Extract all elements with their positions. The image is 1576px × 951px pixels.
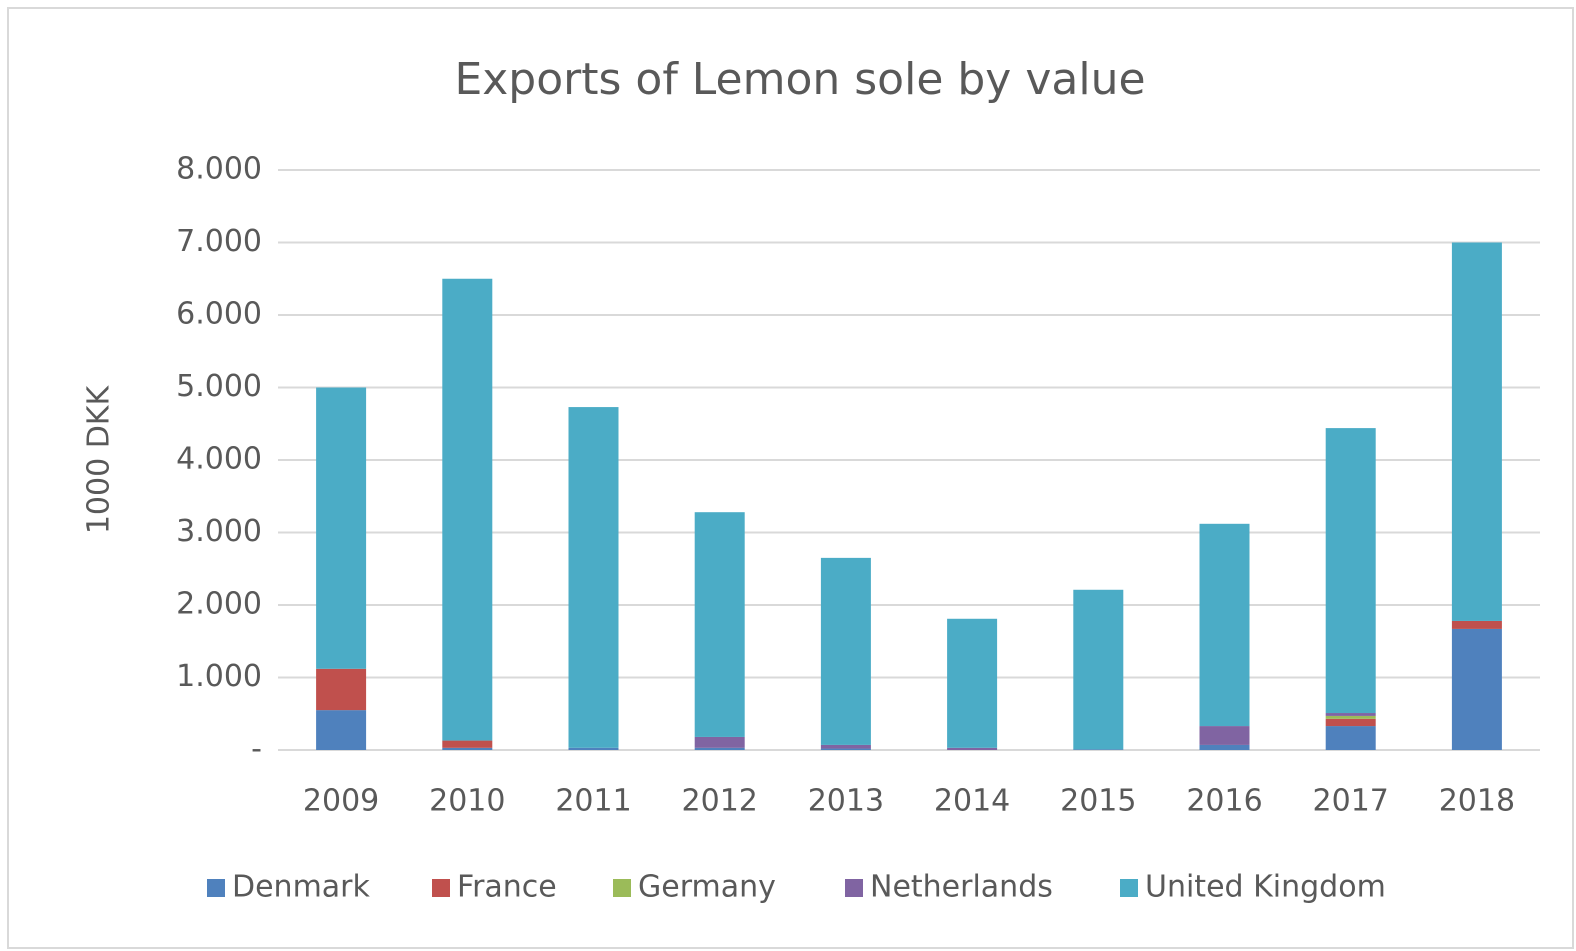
y-axis-label: 1000 DKK: [82, 385, 117, 535]
bar-segment: [316, 387, 367, 669]
bar-segment: [1073, 749, 1124, 750]
bar-segment: [820, 748, 871, 750]
bar-segment: [947, 618, 998, 748]
bar-segment: [1325, 726, 1376, 750]
bar-segment: [1199, 726, 1250, 745]
bar-segment: [568, 407, 619, 748]
x-tick-label: 2014: [934, 784, 1010, 819]
bar-segment: [1325, 428, 1376, 714]
legend-swatch: [845, 879, 863, 897]
x-tick-label: 2016: [1186, 784, 1262, 819]
x-tick-label: 2011: [555, 784, 631, 819]
bar-segment: [442, 278, 493, 741]
bar-segment: [694, 512, 745, 737]
y-tick-label: 3.000: [176, 514, 262, 549]
y-tick-label: 1.000: [176, 659, 262, 694]
bar-segment: [1199, 744, 1250, 750]
x-tick-label: 2009: [303, 784, 379, 819]
y-tick-label: 8.000: [176, 152, 262, 187]
y-tick-label: 7.000: [176, 224, 262, 259]
bar-segment: [316, 710, 367, 750]
legend-swatch: [207, 879, 225, 897]
y-tick-label: 5.000: [176, 369, 262, 404]
legend-swatch: [432, 879, 450, 897]
bar-segment: [820, 744, 871, 749]
bar-segment: [1199, 523, 1250, 727]
y-tick-label: -: [251, 732, 262, 767]
legend-swatch: [613, 879, 631, 897]
bar-segment: [1451, 620, 1502, 629]
bar-segment: [820, 557, 871, 745]
legend-label: Netherlands: [870, 870, 1053, 905]
x-tick-label: 2015: [1060, 784, 1136, 819]
bar-segment: [316, 668, 367, 711]
x-tick-label: 2017: [1313, 784, 1389, 819]
bar-segment: [1073, 589, 1124, 750]
legend-label: France: [457, 870, 557, 905]
bar-segment: [568, 747, 619, 750]
bar-segment: [1451, 628, 1502, 750]
x-tick-label: 2012: [682, 784, 758, 819]
y-tick-label: 6.000: [176, 297, 262, 332]
chart-frame: [7, 7, 1574, 949]
bar-segment: [947, 747, 998, 750]
legend-swatch: [1120, 879, 1138, 897]
x-tick-label: 2013: [808, 784, 884, 819]
bar-segment: [1325, 715, 1376, 719]
legend-label: Germany: [638, 870, 776, 905]
x-tick-label: 2018: [1439, 784, 1515, 819]
y-tick-label: 2.000: [176, 587, 262, 622]
x-tick-label: 2010: [429, 784, 505, 819]
y-tick-label: 4.000: [176, 442, 262, 477]
bar-segment: [694, 747, 745, 750]
bar-segment: [442, 740, 493, 748]
bar-segment: [1325, 718, 1376, 727]
bar-segment: [1451, 242, 1502, 621]
chart-title: Exports of Lemon sole by value: [454, 54, 1145, 105]
bar-segment: [442, 747, 493, 750]
legend-label: Denmark: [232, 870, 371, 905]
bar-segment: [694, 736, 745, 748]
legend-label: United Kingdom: [1145, 870, 1386, 905]
bar-segment: [1325, 713, 1376, 716]
